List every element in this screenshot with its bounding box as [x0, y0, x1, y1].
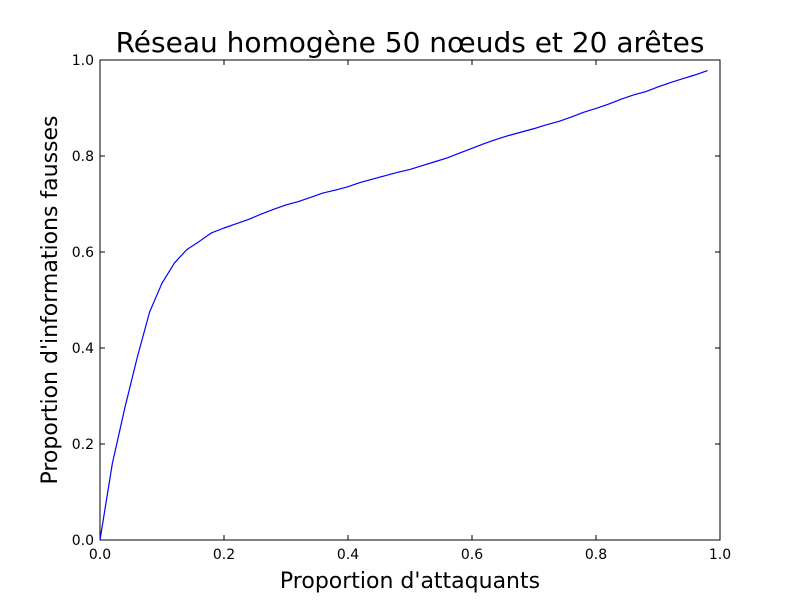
x-tick-label: 0.8: [585, 547, 607, 563]
y-tick-label: 0.4: [72, 341, 94, 357]
y-tick-label: 0.2: [72, 437, 94, 453]
y-axis-label: Proportion d'informations fausses: [38, 115, 63, 484]
series-line-0: [99, 69, 708, 541]
y-axis-ticks: 0.0 0.2 0.4 0.6 0.8 1.0: [72, 53, 720, 549]
x-axis-ticks: 0.0 0.2 0.4 0.6 0.8 1.0: [89, 60, 731, 563]
y-tick-label: 0.8: [72, 149, 94, 165]
x-tick-label: 0.4: [337, 547, 359, 563]
series-layer: [99, 69, 708, 541]
x-axis-label: Proportion d'attaquants: [280, 569, 540, 594]
y-tick-label: 0.6: [72, 245, 94, 261]
plot-area: 0.0 0.2 0.4 0.6 0.8 1.0 0.0 0.2 0.4 0.6 0.8 1.0: [72, 53, 731, 563]
x-tick-label: 0.0: [89, 547, 111, 563]
y-tick-label: 1.0: [72, 53, 94, 69]
x-tick-label: 1.0: [709, 547, 731, 563]
y-tick-label: 0.0: [72, 533, 94, 549]
chart-title: Réseau homogène 50 nœuds et 20 arêtes: [116, 26, 705, 59]
x-tick-label: 0.2: [213, 547, 235, 563]
x-tick-label: 0.6: [461, 547, 483, 563]
plot-frame: [99, 59, 721, 541]
